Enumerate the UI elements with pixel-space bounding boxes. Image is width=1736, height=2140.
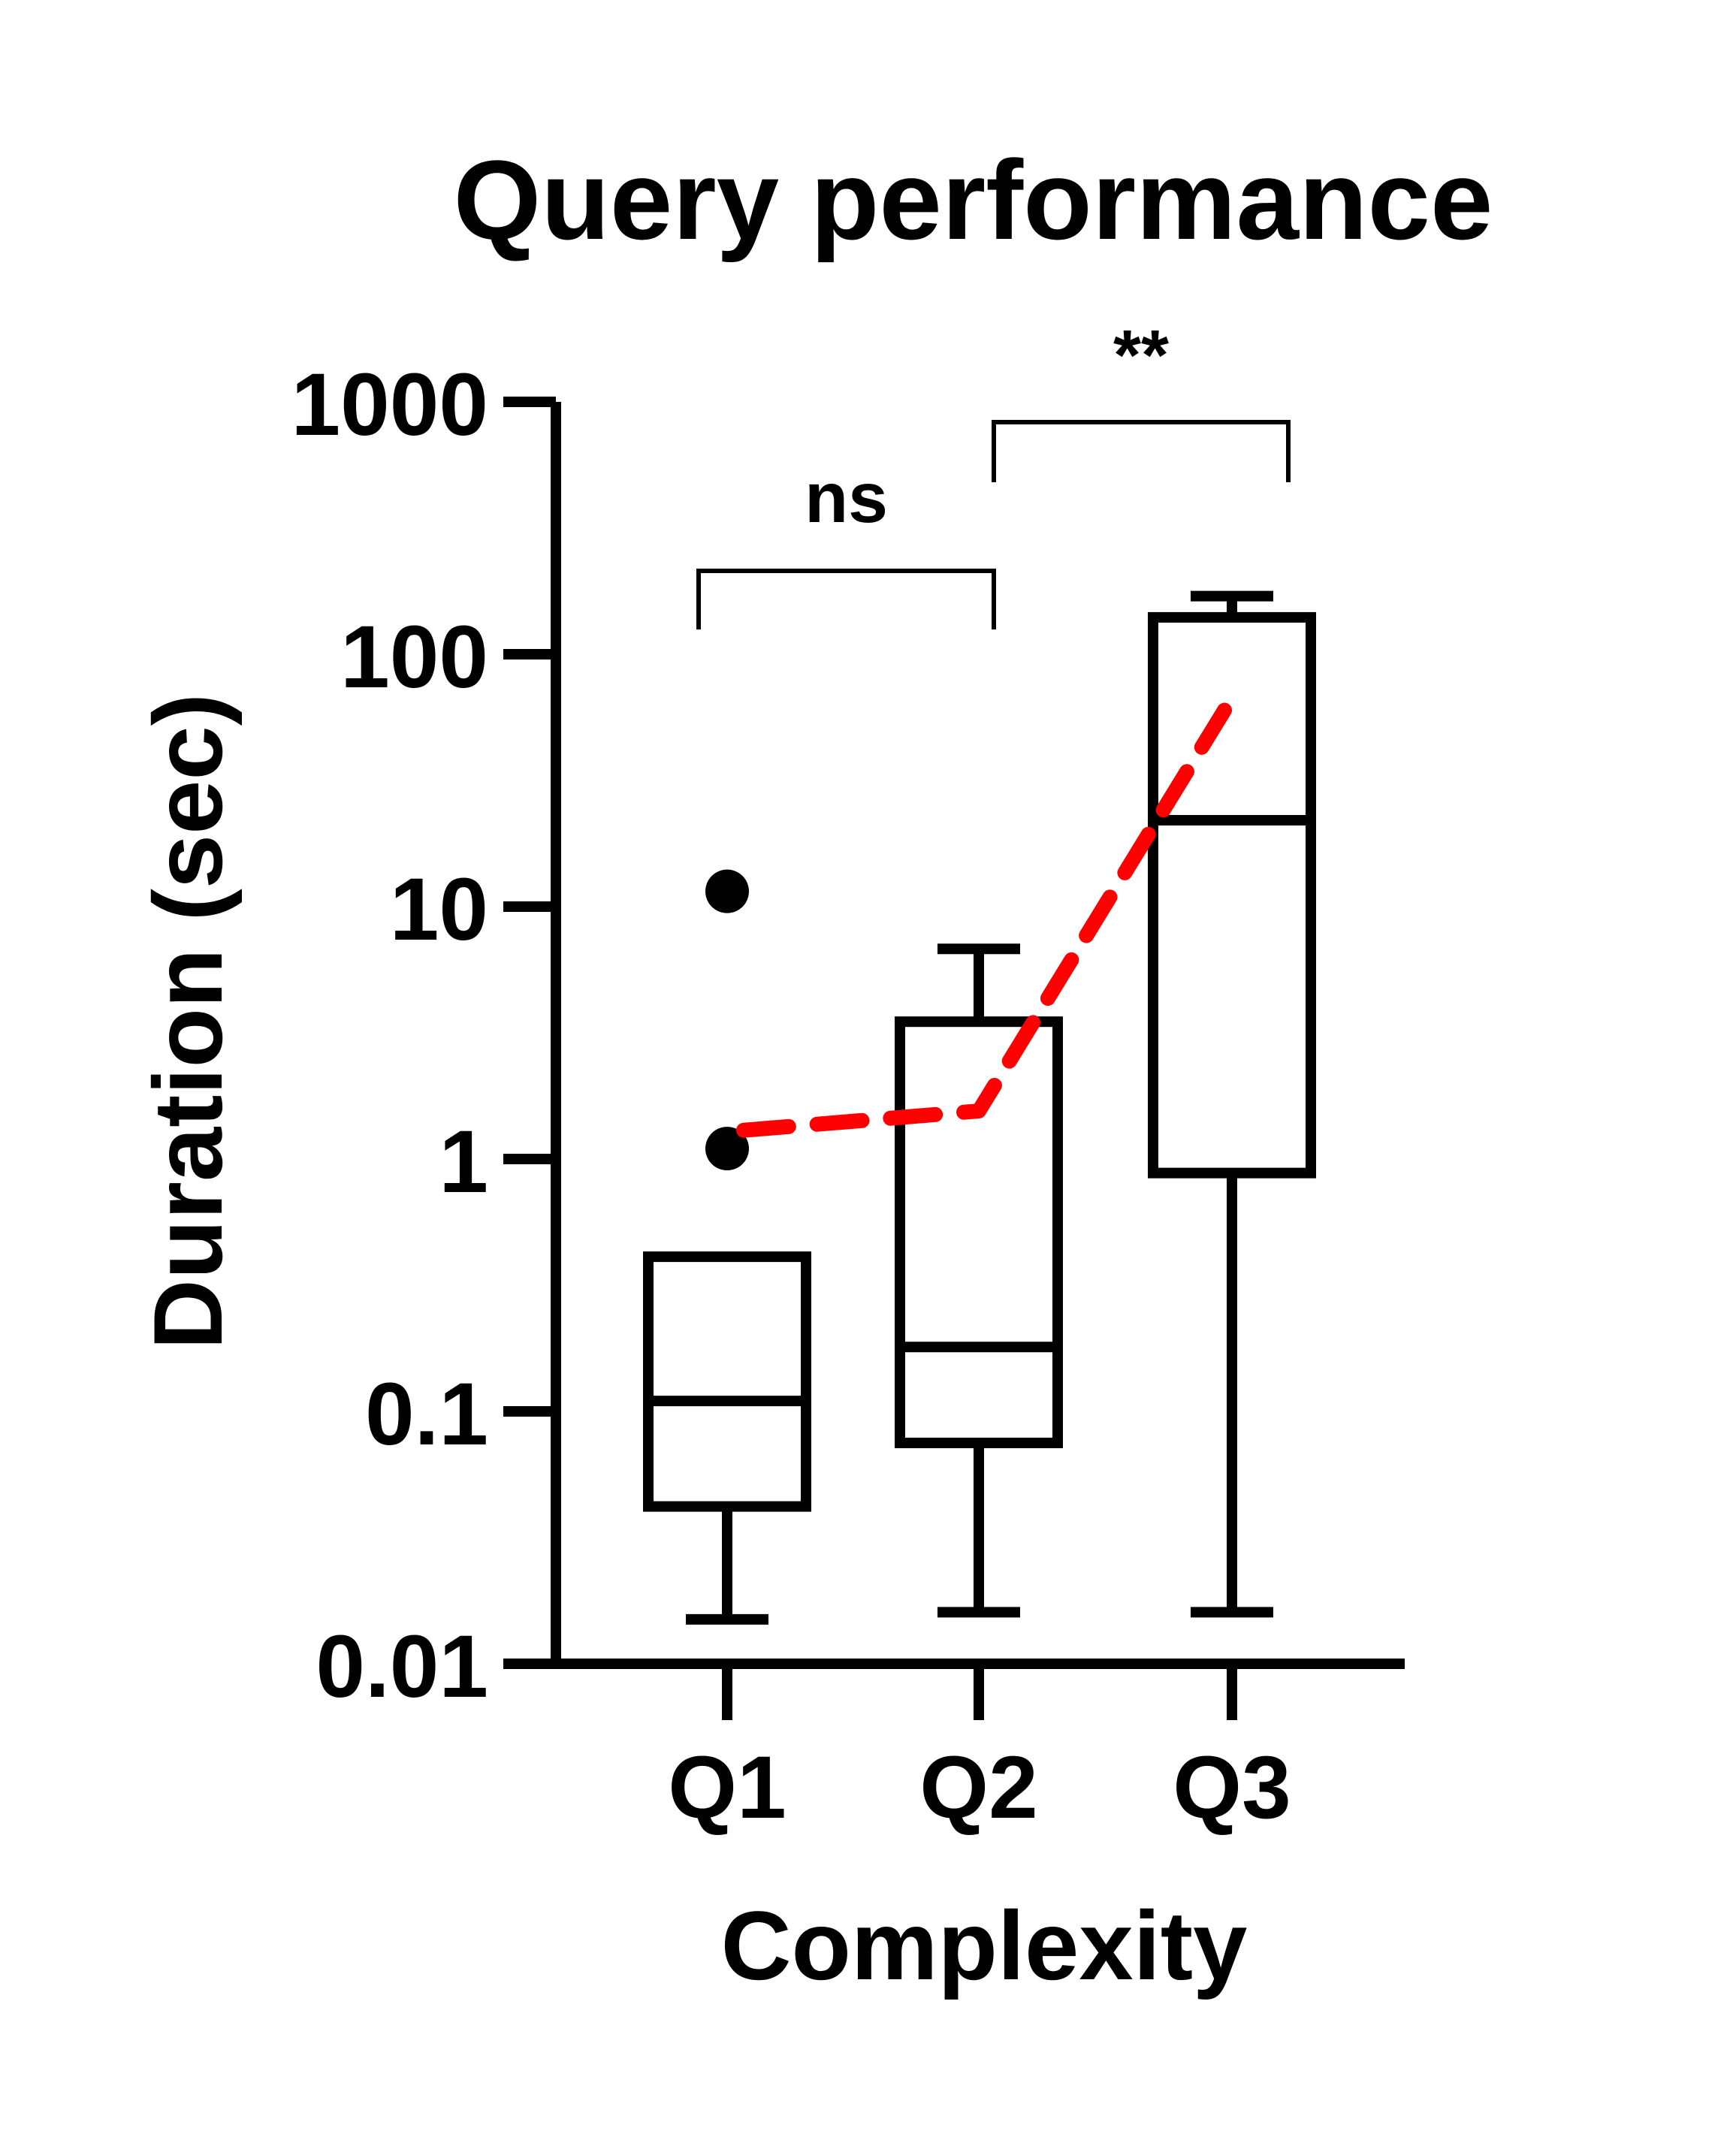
- box-q2: [895, 943, 1063, 1618]
- bracket-line: [992, 420, 1291, 482]
- y-axis-label: Duration (sec): [133, 693, 243, 1350]
- axes: 0.01 0.1 1 10 100 1000 Q1 Q2 Q3: [291, 355, 1405, 1837]
- y-tick-label: 1: [439, 1112, 488, 1212]
- y-tick-label: 1000: [291, 355, 488, 454]
- x-axis-label: Complexity: [721, 1891, 1248, 2000]
- box-iqr: [895, 1016, 1063, 1448]
- trend-layer: [736, 702, 1232, 1138]
- x-tick-label: Q3: [1173, 1738, 1291, 1837]
- chart-title: Query performance: [453, 137, 1493, 263]
- significance-bracket: **: [992, 315, 1291, 482]
- significance-bracket: ns: [696, 458, 996, 629]
- significance-label: **: [1113, 315, 1169, 395]
- y-tick-label: 10: [390, 860, 488, 959]
- significance-layer: ns **: [696, 315, 1291, 629]
- boxes-layer: [643, 590, 1316, 1625]
- box-iqr: [1148, 611, 1316, 1179]
- outlier-point: [705, 869, 749, 913]
- y-tick-label: 0.01: [315, 1617, 488, 1716]
- bracket-line: [696, 569, 996, 629]
- y-tick-label: 0.1: [365, 1365, 488, 1464]
- y-tick-label: 100: [340, 608, 488, 707]
- outlier-point: [705, 1127, 749, 1171]
- trend-line: [736, 702, 1232, 1138]
- box-q3: [1148, 590, 1316, 1618]
- significance-label: ns: [805, 458, 888, 538]
- box-iqr: [643, 1251, 811, 1512]
- x-tick-label: Q2: [919, 1738, 1037, 1837]
- box-q1: [643, 869, 811, 1625]
- x-tick-label: Q1: [668, 1738, 786, 1837]
